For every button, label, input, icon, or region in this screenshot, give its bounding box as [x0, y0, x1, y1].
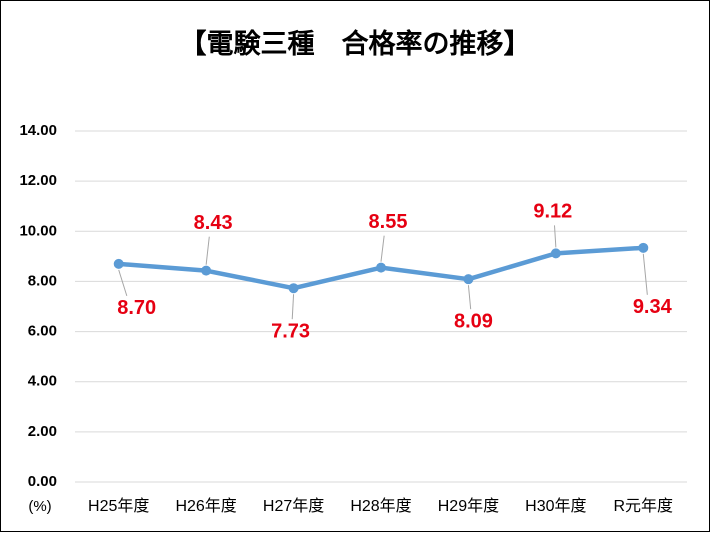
- leader-line: [467, 285, 472, 310]
- x-tick-label: H25年度: [88, 497, 149, 515]
- chart-title: 【電験三種 合格率の推移】: [180, 28, 531, 59]
- x-tick-label: H29年度: [438, 497, 499, 515]
- data-point: [113, 258, 124, 269]
- data-point: [463, 274, 474, 285]
- x-tick-label: H26年度: [175, 497, 236, 515]
- data-point: [638, 242, 649, 253]
- data-label: 9.34: [633, 296, 673, 318]
- leader-line: [554, 225, 557, 248]
- y-tick-label: 0.00: [28, 473, 57, 490]
- y-tick-label: 6.00: [28, 323, 57, 340]
- y-tick-label: 10.00: [19, 222, 57, 239]
- y-tick-label: 2.00: [28, 423, 57, 440]
- data-label: 7.73: [271, 320, 310, 342]
- leader-line: [380, 235, 385, 262]
- x-tick-label: H30年度: [525, 497, 586, 515]
- data-point: [550, 248, 561, 259]
- leader-line: [291, 294, 295, 320]
- y-tick-label: 4.00: [28, 373, 57, 390]
- y-tick-label: 8.00: [28, 272, 57, 289]
- x-tick-label: R元年度: [614, 497, 674, 515]
- data-label: 8.43: [194, 212, 233, 234]
- y-tick-label: 12.00: [19, 172, 57, 189]
- data-label: 9.12: [533, 201, 572, 223]
- data-label: 8.09: [454, 310, 493, 332]
- y-tick-label: 14.00: [19, 122, 57, 139]
- leader-line: [642, 253, 648, 295]
- leader-line: [205, 236, 210, 265]
- data-label: 8.70: [117, 297, 156, 319]
- y-axis-label: (%): [28, 498, 51, 515]
- data-point: [201, 265, 212, 276]
- leader-line: [118, 269, 128, 297]
- x-tick-label: H28年度: [350, 497, 411, 515]
- data-label: 8.55: [369, 211, 408, 233]
- data-point: [376, 262, 386, 273]
- data-point: [288, 283, 299, 294]
- x-tick-label: H27年度: [263, 497, 324, 515]
